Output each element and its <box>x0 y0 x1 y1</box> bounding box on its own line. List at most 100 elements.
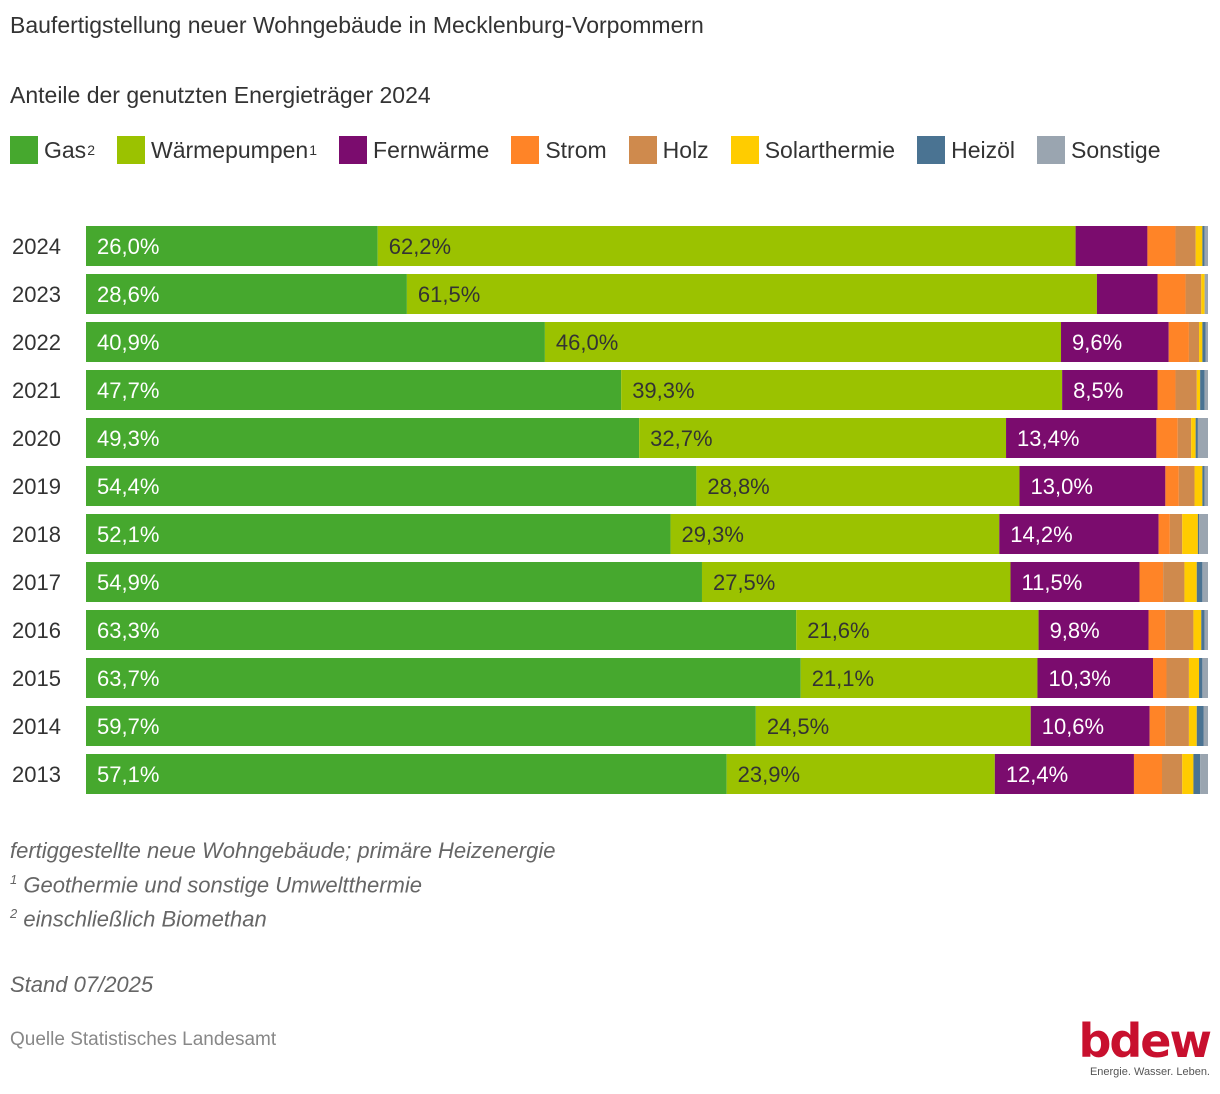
bar-segment-2016-sonstige <box>1204 610 1208 650</box>
data-label-2018-gas: 52,1% <box>97 522 159 547</box>
bar-segment-2016-fernwärme <box>1038 610 1149 650</box>
logo-wordmark: bdew <box>1078 1014 1212 1068</box>
bar-segment-2020-strom <box>1156 418 1178 458</box>
legend-item-strom: Strom <box>511 133 607 167</box>
legend-item-sonstige: Sonstige <box>1037 133 1161 167</box>
bar-segment-2022-fernwärme <box>1061 322 1169 362</box>
legend-label: Wärmepumpen <box>150 136 309 163</box>
bar-segment-2024-strom <box>1147 226 1176 266</box>
bar-segment-2019-fernwärme <box>1019 466 1166 506</box>
bar-segment-2019-solarthermie <box>1194 466 1203 506</box>
bar-segment-2016-gas <box>86 610 797 650</box>
legend-swatch <box>10 136 38 164</box>
bar-segment-2020-wärmepumpen <box>639 418 1007 458</box>
bar-segment-2021-fernwärme <box>1062 370 1158 410</box>
data-label-2024-wärmepumpen: 62,2% <box>389 234 451 259</box>
legend-label: Fernwärme <box>373 136 490 163</box>
data-label-2019-fernwärme: 13,0% <box>1031 474 1093 499</box>
bar-segment-2018-heizöl <box>1197 514 1200 554</box>
bar-segment-2013-holz <box>1161 754 1183 794</box>
legend-swatch <box>339 136 368 164</box>
bar-segment-2015-heizöl <box>1199 658 1203 698</box>
bar-segment-2020-solarthermie <box>1191 418 1196 458</box>
legend-swatch <box>116 136 145 164</box>
bar-segment-2023-gas <box>86 274 407 314</box>
data-label-2014-fernwärme: 10,6% <box>1042 714 1104 739</box>
bar-segment-2022-sonstige <box>1205 322 1208 362</box>
category-label-2024: 2024 <box>12 234 61 259</box>
bar-segment-2013-gas <box>86 754 727 794</box>
bar-segment-2013-solarthermie <box>1182 754 1194 794</box>
bar-segment-2015-fernwärme <box>1037 658 1154 698</box>
data-label-2017-wärmepumpen: 27,5% <box>713 570 775 595</box>
data-label-2016-fernwärme: 9,8% <box>1050 618 1100 643</box>
data-label-2018-wärmepumpen: 29,3% <box>682 522 744 547</box>
data-label-2013-wärmepumpen: 23,9% <box>738 762 800 787</box>
bar-segment-2019-heizöl <box>1202 466 1205 506</box>
legend-item-holz: Holz <box>628 133 709 167</box>
bar-segment-2023-strom <box>1157 274 1186 314</box>
legend-label: Heizöl <box>951 136 1015 163</box>
footnote-general: fertiggestellte neue Wohngebäude; primär… <box>10 838 556 863</box>
data-label-2023-gas: 28,6% <box>97 282 159 307</box>
data-label-2020-wärmepumpen: 32,7% <box>650 426 712 451</box>
data-label-2016-gas: 63,3% <box>97 618 159 643</box>
bar-segment-2014-fernwärme <box>1030 706 1150 746</box>
category-label-2017: 2017 <box>12 570 61 595</box>
bar-segment-2017-holz <box>1163 562 1185 602</box>
bar-segment-2015-gas <box>86 658 801 698</box>
data-label-2014-gas: 59,7% <box>97 714 159 739</box>
bar-segment-2015-strom <box>1153 658 1167 698</box>
category-label-2019: 2019 <box>12 474 61 499</box>
bar-segment-2014-heizöl <box>1196 706 1204 746</box>
chart-subtitle: Anteile der genutzten Energieträger 2024 <box>10 82 431 108</box>
legend-swatch <box>917 136 946 164</box>
data-label-2021-fernwärme: 8,5% <box>1073 378 1123 403</box>
bar-segment-2015-solarthermie <box>1188 658 1200 698</box>
bar-segment-2017-wärmepumpen <box>701 562 1011 602</box>
bar-segment-2013-strom <box>1133 754 1162 794</box>
bar-segment-2014-sonstige <box>1203 706 1208 746</box>
bar-segment-2019-holz <box>1178 466 1195 506</box>
legend-label: Gas <box>44 136 87 163</box>
legend-footnote-mark: 1 <box>309 142 318 158</box>
bar-segment-2015-wärmepumpen <box>800 658 1038 698</box>
legend-label: Strom <box>545 136 607 163</box>
data-label-2017-fernwärme: 11,5% <box>1022 570 1083 595</box>
bar-segment-2024-heizöl <box>1202 226 1205 266</box>
category-label-2013: 2013 <box>12 762 61 787</box>
bar-segment-2016-wärmepumpen <box>796 610 1039 650</box>
data-label-2019-gas: 54,4% <box>97 474 159 499</box>
category-label-2015: 2015 <box>12 666 61 691</box>
bar-segment-2014-gas <box>86 706 756 746</box>
bar-segment-2017-solarthermie <box>1184 562 1197 602</box>
legend-footnote-mark: 2 <box>87 142 95 158</box>
data-label-2023-wärmepumpen: 61,5% <box>418 282 480 307</box>
bar-segment-2024-holz <box>1175 226 1196 266</box>
bar-segment-2022-gas <box>86 322 545 362</box>
bar-segment-2020-sonstige <box>1197 418 1208 458</box>
legend-item-fernwärme: Fernwärme <box>339 133 489 167</box>
bar-segment-2021-solarthermie <box>1196 370 1201 410</box>
bar-segment-2020-holz <box>1177 418 1192 458</box>
data-label-2013-gas: 57,1% <box>97 762 159 787</box>
bar-segment-2022-strom <box>1168 322 1189 362</box>
bar-segment-2014-wärmepumpen <box>755 706 1031 746</box>
data-label-2019-wärmepumpen: 28,8% <box>707 474 769 499</box>
bar-segment-2021-holz <box>1175 370 1197 410</box>
legend-item-solarthermie: Solarthermie <box>730 133 895 167</box>
data-label-2022-wärmepumpen: 46,0% <box>556 330 618 355</box>
bdew-logo: bdew Energie. Wasser. Leben. <box>1078 1014 1212 1078</box>
category-label-2020: 2020 <box>12 426 61 451</box>
bar-segment-2018-gas <box>86 514 671 554</box>
bar-segment-2024-wärmepumpen <box>377 226 1076 266</box>
bar-segment-2023-fernwärme <box>1096 274 1158 314</box>
bar-segment-2019-sonstige <box>1204 466 1208 506</box>
bar-segment-2023-sonstige <box>1204 274 1208 314</box>
bar-segment-2013-heizöl <box>1193 754 1201 794</box>
bar-segment-2018-strom <box>1158 514 1170 554</box>
chart-legend: Gas 2 Wärmepumpen 1 Fernwärme Strom Holz Solart… <box>10 133 1210 167</box>
legend-swatch <box>628 136 657 164</box>
bar-segment-2024-gas <box>86 226 378 266</box>
bar-segment-2024-fernwärme <box>1075 226 1148 266</box>
